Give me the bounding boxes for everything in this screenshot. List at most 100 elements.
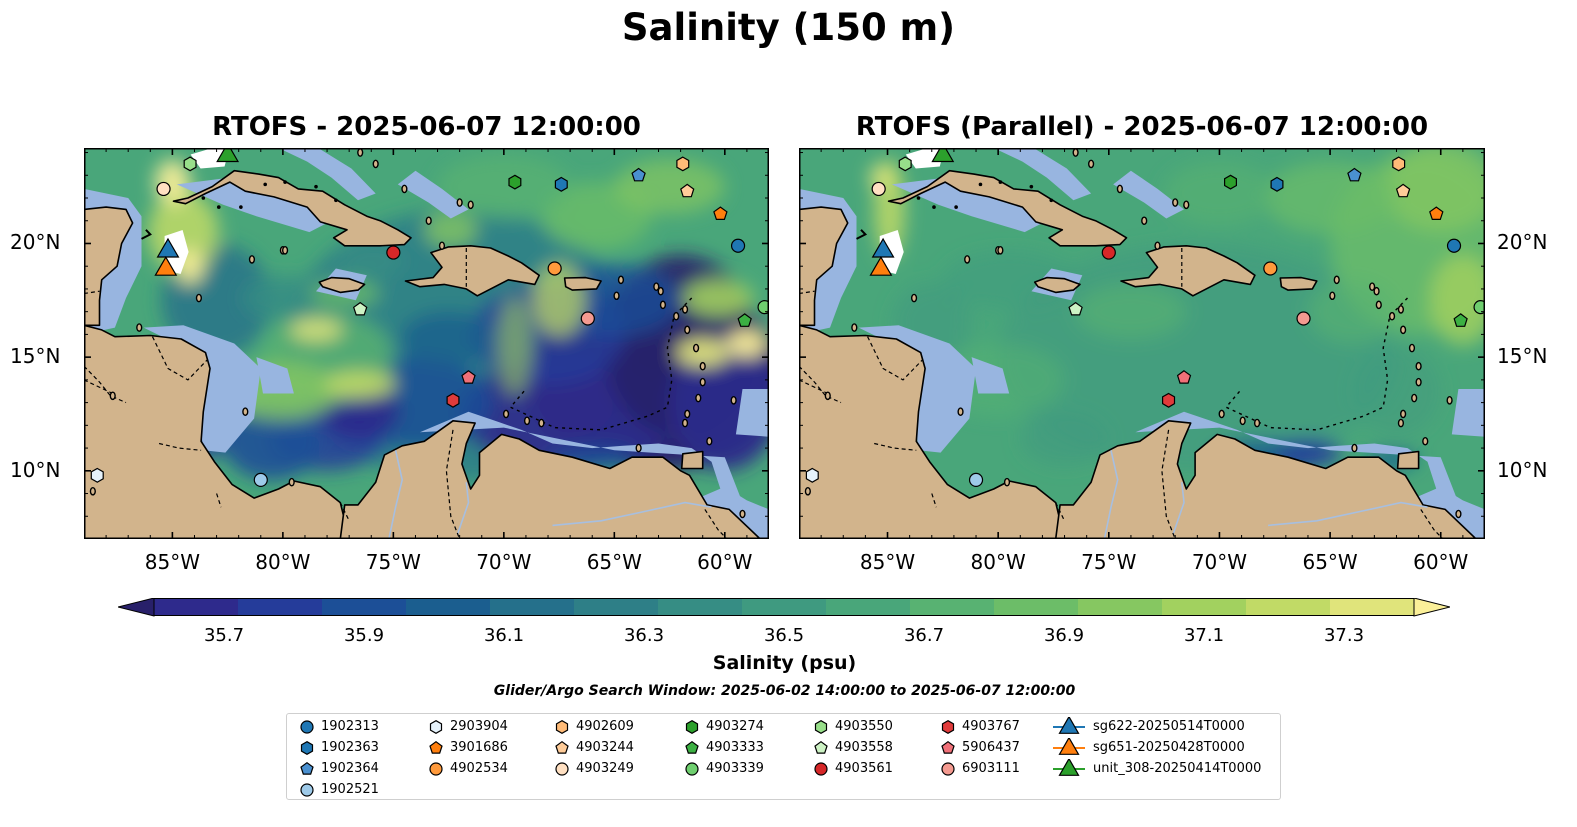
marker-4903333[interactable]	[1453, 313, 1468, 327]
map-panel-rtofs[interactable]	[84, 148, 769, 539]
map-panel-rtofs-parallel[interactable]	[799, 148, 1485, 539]
legend-label: 6903111	[962, 761, 1020, 776]
marker-4902609[interactable]	[676, 156, 690, 172]
marker-1902364[interactable]	[1347, 167, 1362, 182]
salinity-patch	[1020, 411, 1109, 467]
small-island	[804, 486, 811, 496]
small-island	[1351, 443, 1358, 453]
marker-1902363[interactable]	[1270, 176, 1284, 192]
marker-4903561[interactable]	[1101, 245, 1116, 260]
river	[1172, 482, 1185, 535]
river	[456, 482, 470, 535]
marker-unit_308-20250414T0000[interactable]	[931, 148, 955, 163]
land-cuba	[887, 169, 1128, 247]
marker-4903767[interactable]	[1162, 392, 1176, 408]
marker-unit_308-20250414T0000[interactable]	[216, 148, 240, 163]
marker-1902313[interactable]	[1446, 238, 1462, 253]
legend-marker-circle-icon	[300, 720, 314, 734]
marker-4903333[interactable]	[737, 313, 752, 327]
small-island	[1455, 509, 1462, 519]
marker-3901686[interactable]	[713, 206, 728, 221]
marker-4903561[interactable]	[386, 245, 401, 260]
lat-tick-label: 10°N	[10, 457, 61, 482]
land-yucatan	[799, 206, 849, 327]
legend-marker-circle-icon	[300, 783, 314, 797]
cay	[954, 205, 958, 209]
shallow-shelf	[176, 177, 328, 233]
marker-4903244[interactable]	[680, 183, 695, 198]
small-island	[1446, 396, 1453, 405]
small-island	[706, 436, 713, 446]
marker-4902534[interactable]	[547, 261, 562, 276]
land-central-america	[799, 324, 1066, 539]
small-island	[910, 293, 918, 303]
colorbar-tick-label: 35.9	[343, 625, 385, 646]
legend-label: 4903249	[576, 761, 634, 776]
river	[388, 450, 404, 539]
legend-label: 4903244	[576, 740, 634, 755]
no-data-patch	[879, 230, 904, 275]
marker-4902609[interactable]	[1392, 156, 1406, 172]
marker-4903558[interactable]	[352, 301, 368, 316]
marker-4903274[interactable]	[1224, 174, 1237, 190]
marker-4903550[interactable]	[898, 156, 912, 172]
legend-label: 1902521	[321, 782, 379, 797]
marker-4903244[interactable]	[1395, 183, 1411, 198]
lon-tick-label: 75°W	[1081, 550, 1137, 574]
marker-4903274[interactable]	[508, 174, 522, 190]
legend-label: 4902534	[450, 761, 508, 776]
small-island	[1373, 286, 1380, 296]
marker-4903767[interactable]	[446, 392, 460, 408]
land-puerto-rico	[563, 276, 602, 291]
cay	[998, 180, 1003, 184]
marker-4903339[interactable]	[757, 300, 769, 315]
colorbar-tick-label: 37.3	[1323, 625, 1365, 646]
legend-marker-triangle-icon	[1053, 759, 1085, 776]
lat-tick-label: 10°N	[1497, 457, 1548, 482]
marker-sg622-20250514T0000[interactable]	[871, 237, 895, 258]
search-window-text: Glider/Argo Search Window: 2025-06-02 14…	[493, 683, 1076, 699]
marker-5906437[interactable]	[1176, 370, 1192, 384]
marker-6903111[interactable]	[580, 311, 595, 326]
marker-5906437[interactable]	[461, 370, 476, 384]
small-island	[1333, 275, 1340, 285]
small-island	[613, 291, 620, 301]
legend-marker-hexagon-icon	[814, 720, 828, 734]
small-island	[248, 255, 256, 264]
marker-4903249[interactable]	[871, 181, 886, 197]
small-island	[681, 305, 689, 314]
shallow-shelf	[1113, 170, 1184, 219]
lon-tick-label: 60°W	[1413, 550, 1469, 574]
marker-1902364[interactable]	[631, 167, 646, 182]
marker-4903550[interactable]	[183, 156, 197, 172]
marker-sg651-20250428T0000[interactable]	[869, 256, 893, 276]
small-island	[438, 241, 446, 251]
small-island	[467, 200, 474, 210]
country-border	[931, 493, 937, 508]
small-island	[673, 311, 680, 321]
marker-4903249[interactable]	[156, 181, 171, 197]
land-yucatan	[84, 206, 134, 327]
marker-sg651-20250428T0000[interactable]	[154, 256, 178, 276]
marker-4903339[interactable]	[1473, 300, 1485, 315]
marker-4902534[interactable]	[1263, 261, 1278, 276]
shallow-shelf	[256, 357, 294, 394]
marker-1902521[interactable]	[968, 472, 984, 487]
marker-2903904[interactable]	[805, 467, 819, 483]
marker-sg622-20250514T0000[interactable]	[156, 237, 180, 258]
legend-label: 4903767	[962, 719, 1020, 734]
land-hispaniola	[404, 245, 540, 297]
marker-6903111[interactable]	[1296, 311, 1311, 326]
salinity-patch	[1075, 284, 1187, 339]
legend-marker-hexagon-icon	[300, 741, 314, 755]
marker-3901686[interactable]	[1429, 206, 1444, 221]
marker-1902313[interactable]	[730, 238, 746, 253]
marker-4903558[interactable]	[1068, 301, 1083, 316]
marker-1902363[interactable]	[554, 176, 568, 192]
marker-2903904[interactable]	[90, 467, 104, 483]
shallow-shelf	[858, 325, 976, 453]
cay	[263, 182, 267, 187]
marker-1902521[interactable]	[253, 472, 268, 487]
small-island	[657, 286, 664, 296]
country-border	[1420, 509, 1444, 539]
